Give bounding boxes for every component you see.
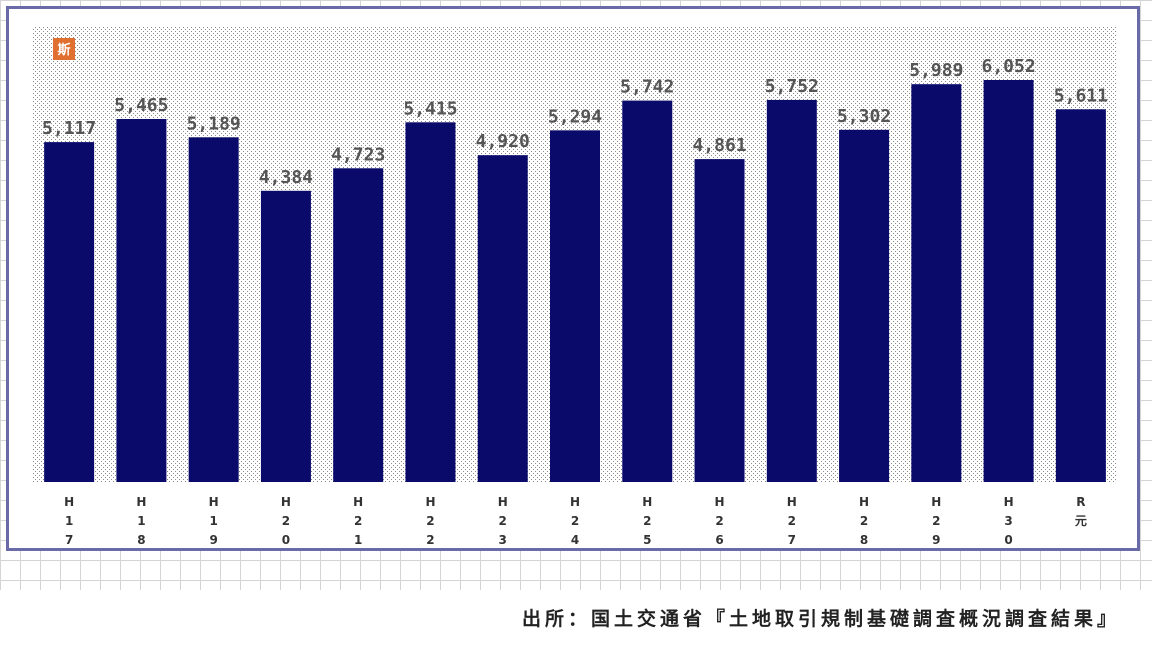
x-tick-char: 1	[354, 533, 362, 547]
data-label-H30: 6,052	[982, 56, 1036, 77]
x-tick-char: H	[1004, 495, 1014, 509]
bar-chart: 5,117 5,465 5,189 4,384 4,723 5,415 4,920 5,294…	[33, 26, 1117, 547]
x-tick-char: 1	[209, 514, 217, 528]
x-tick-char: 3	[1004, 514, 1012, 528]
x-tick-H21: H 2 1	[353, 495, 363, 547]
data-label-H23: 4,920	[476, 131, 530, 152]
bar-H20	[260, 190, 311, 482]
x-tick-H18: H 1 8	[136, 495, 146, 547]
x-tick-char: 2	[282, 514, 290, 528]
x-tick-char: H	[136, 495, 146, 509]
bar-H25	[622, 100, 673, 482]
data-label-H17: 5,117	[42, 118, 96, 139]
x-tick-char: 7	[788, 533, 796, 547]
x-tick-char: 2	[571, 514, 579, 528]
x-axis-ticks: H17H18H19H20H21H22H23H24H25H26H27H28H29H…	[64, 495, 1087, 547]
data-label-H27: 5,752	[765, 76, 819, 97]
x-tick-char: H	[281, 495, 291, 509]
x-tick-char: H	[353, 495, 363, 509]
source-bar: 出所：国土交通省『土地取引規制基礎調査概況調査結果』	[0, 590, 1152, 648]
x-tick-char: H	[859, 495, 869, 509]
data-label-H25: 5,742	[620, 77, 674, 98]
x-tick-H17: H 1 7	[64, 495, 74, 547]
data-label-H20: 4,384	[259, 167, 313, 188]
x-tick-H29: H 2 9	[931, 495, 941, 547]
x-tick-char: H	[498, 495, 508, 509]
x-tick-char: 8	[860, 533, 868, 547]
x-tick-char: 8	[137, 533, 145, 547]
bar-H18	[116, 118, 167, 482]
x-tick-H26: H 2 6	[715, 495, 725, 547]
bar-H17	[44, 142, 95, 482]
data-label-R元: 5,611	[1054, 85, 1108, 106]
x-tick-char: H	[209, 495, 219, 509]
bar-H23	[477, 155, 528, 483]
x-tick-H22: H 2 2	[425, 495, 435, 547]
x-tick-char: 4	[571, 533, 579, 547]
x-tick-char: 7	[65, 533, 73, 547]
x-tick-char: 1	[137, 514, 145, 528]
x-tick-char: 2	[426, 533, 434, 547]
x-tick-H19: H 1 9	[209, 495, 219, 547]
x-tick-char: 2	[499, 514, 507, 528]
x-tick-H27: H 2 7	[787, 495, 797, 547]
data-label-H28: 5,302	[837, 106, 891, 127]
x-tick-char: 2	[643, 514, 651, 528]
logo-box	[53, 38, 75, 60]
x-tick-char: H	[931, 495, 941, 509]
bar-H27	[766, 99, 817, 482]
x-tick-char: 9	[209, 533, 217, 547]
data-label-H29: 5,989	[909, 60, 963, 81]
x-tick-char: 元	[1075, 514, 1087, 528]
x-tick-char: 2	[860, 514, 868, 528]
bars-layer	[44, 80, 1106, 483]
x-tick-char: 2	[426, 514, 434, 528]
x-tick-char: 5	[643, 533, 651, 547]
x-tick-R元: R元	[1075, 495, 1087, 528]
x-tick-H23: H 2 3	[498, 495, 508, 547]
x-tick-char: H	[570, 495, 580, 509]
bar-H30	[983, 80, 1034, 482]
x-tick-char: H	[425, 495, 435, 509]
bar-R元	[1055, 109, 1106, 483]
x-tick-char: 0	[1004, 533, 1012, 547]
bar-H19	[188, 137, 239, 482]
x-tick-H24: H 2 4	[570, 495, 580, 547]
data-label-H19: 5,189	[187, 113, 241, 134]
logo-text: 斯	[57, 42, 70, 58]
x-tick-H25: H 2 5	[642, 495, 652, 547]
data-label-H21: 4,723	[331, 144, 385, 165]
x-tick-H20: H 2 0	[281, 495, 291, 547]
x-tick-char: 9	[932, 533, 940, 547]
bar-H29	[911, 84, 962, 483]
x-tick-char: 0	[282, 533, 290, 547]
x-tick-char: 1	[65, 514, 73, 528]
x-tick-char: 2	[715, 514, 723, 528]
data-label-H24: 5,294	[548, 106, 602, 127]
x-tick-char: 3	[499, 533, 507, 547]
x-tick-char: 6	[715, 533, 723, 547]
bar-H24	[550, 130, 600, 482]
x-tick-H28: H 2 8	[859, 495, 869, 547]
bar-H28	[839, 129, 890, 482]
x-tick-char: R	[1076, 495, 1085, 509]
data-label-H18: 5,465	[114, 95, 168, 116]
data-labels-layer: 5,117 5,465 5,189 4,384 4,723 5,415 4,920 5,294…	[42, 56, 1108, 188]
x-tick-char: H	[715, 495, 725, 509]
x-tick-char: H	[787, 495, 797, 509]
chart-frame: 5,117 5,465 5,189 4,384 4,723 5,415 4,920 5,294…	[6, 6, 1140, 551]
x-tick-H30: H 3 0	[1004, 495, 1014, 547]
x-tick-char: 2	[354, 514, 362, 528]
bar-H26	[694, 159, 745, 482]
x-tick-char: H	[642, 495, 652, 509]
logo-icon: 斯	[53, 38, 75, 60]
x-tick-char: H	[64, 495, 74, 509]
x-tick-char: 2	[932, 514, 940, 528]
data-label-H26: 4,861	[692, 135, 746, 156]
x-tick-char: 2	[788, 514, 796, 528]
source-note: 出所：国土交通省『土地取引規制基礎調査概況調査結果』	[521, 608, 1120, 630]
bar-H22	[405, 122, 456, 483]
bar-H21	[333, 168, 384, 482]
data-label-H22: 5,415	[403, 98, 457, 119]
